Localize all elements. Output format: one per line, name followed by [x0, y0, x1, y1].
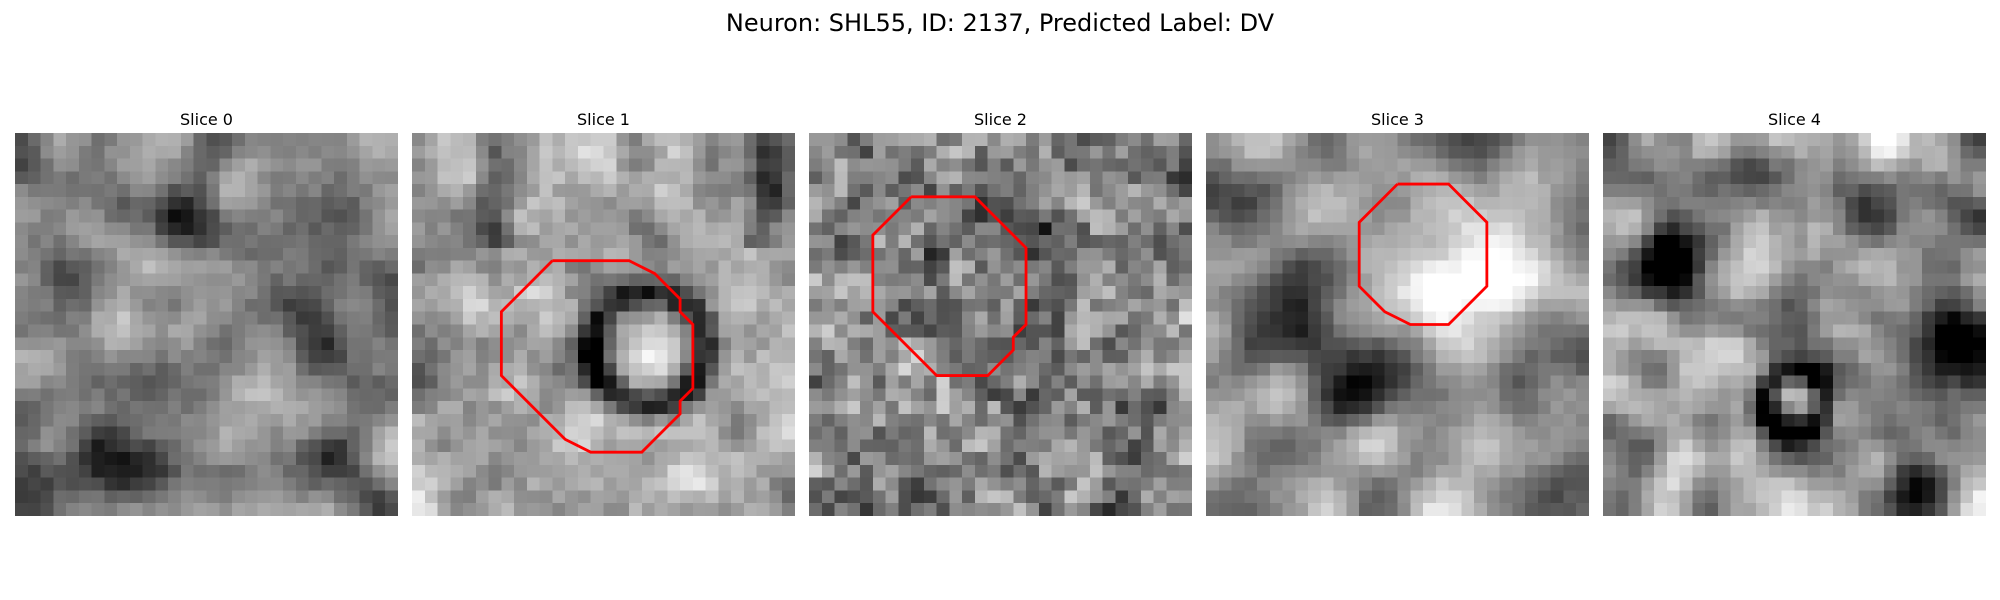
- segmentation-contour-2: [871, 195, 1028, 377]
- slice-image-4: [1603, 133, 1986, 516]
- slice-title-4: Slice 4: [1768, 110, 1821, 129]
- slice-image-1: [412, 133, 795, 516]
- slice-title-1: Slice 1: [577, 110, 630, 129]
- segmentation-contour-3: [1357, 182, 1489, 326]
- slice-panel-2: Slice 2: [809, 108, 1192, 516]
- slice-panel-0: Slice 0: [15, 108, 398, 516]
- slice-image-3: [1206, 133, 1589, 516]
- slice-image-2: [809, 133, 1192, 516]
- slice-image-0: [15, 133, 398, 516]
- figure-title: Neuron: SHL55, ID: 2137, Predicted Label…: [725, 9, 1275, 37]
- slice-panel-1: Slice 1: [412, 108, 795, 516]
- slice-title-2: Slice 2: [974, 110, 1027, 129]
- segmentation-contour-1: [499, 259, 695, 454]
- slice-title-0: Slice 0: [180, 110, 233, 129]
- slice-title-3: Slice 3: [1371, 110, 1424, 129]
- slice-panel-3: Slice 3: [1206, 108, 1589, 516]
- slice-panel-4: Slice 4: [1603, 108, 1986, 516]
